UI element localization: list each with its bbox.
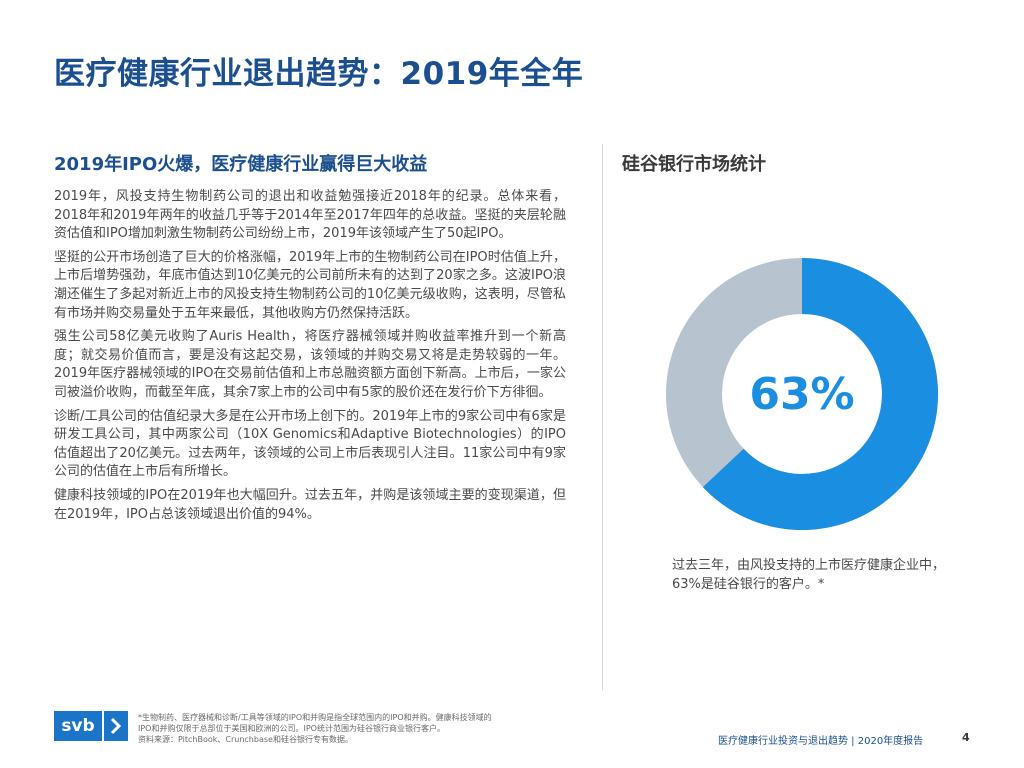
paragraph-biopharma-exits: 2019年，风投支持生物制药公司的退出和收益勉强接近2018年的纪录。总体来看，… — [54, 189, 566, 242]
footnote-line: *生物制药、医疗器械和诊断/工具等领域的IPO和并购是指全球范围内的IPO和并购… — [138, 713, 492, 722]
paragraph-medical-devices: 强生公司58亿美元收购了Auris Health，将医疗器械领域并购收益率推升到… — [54, 329, 566, 400]
donut-percentage-label: 63% — [749, 368, 855, 420]
chevron-right-icon — [104, 711, 128, 741]
report-title: 医疗健康行业投资与退出趋势 | 2020年度报告 — [718, 736, 924, 747]
footnote: *生物制药、医疗器械和诊断/工具等领域的IPO和并购是指全球范围内的IPO和并购… — [138, 712, 588, 745]
market-stats-panel: 硅谷银行市场统计 — [622, 150, 972, 176]
footnote-line: IPO和并购仅限于总部位于美国和欧洲的公司。IPO统计范围为硅谷银行商业银行客户… — [138, 724, 445, 733]
section-heading: 2019年IPO火爆，医疗健康行业赢得巨大收益 — [54, 154, 428, 175]
paragraph-health-tech: 健康科技领域的IPO在2019年也大幅回升。过去五年，并购是该领域主要的变现渠道… — [54, 487, 566, 522]
logo-text: svb — [54, 711, 102, 741]
paragraph-public-market: 坚挺的公开市场创造了巨大的价格涨幅，2019年上市的生物制药公司在IPO时估值上… — [54, 249, 566, 321]
paragraph-diagnostics-tools: 诊断/工具公司的估值纪录大多是在公开市场上创下的。2019年上市的9家公司中有6… — [54, 408, 566, 480]
donut-chart: 63% — [666, 258, 938, 530]
market-stats-caption: 过去三年，由风投支持的上市医疗健康企业中，63%是硅谷银行的客户。* — [672, 558, 946, 592]
donut-value-segment — [702, 258, 938, 530]
column-divider — [602, 144, 603, 690]
main-article: 2019年IPO火爆，医疗健康行业赢得巨大收益 2019年，风投支持生物制药公司… — [54, 150, 566, 529]
page-title: 医疗健康行业退出趋势：2019年全年 — [54, 56, 584, 92]
market-stats-heading: 硅谷银行市场统计 — [622, 154, 766, 175]
footnote-line: 资料来源：PitchBook、Crunchbase和硅谷银行专有数据。 — [138, 735, 353, 744]
donut-svg — [666, 258, 938, 530]
page-number: 4 — [962, 731, 970, 744]
svb-logo: svb — [54, 711, 128, 741]
